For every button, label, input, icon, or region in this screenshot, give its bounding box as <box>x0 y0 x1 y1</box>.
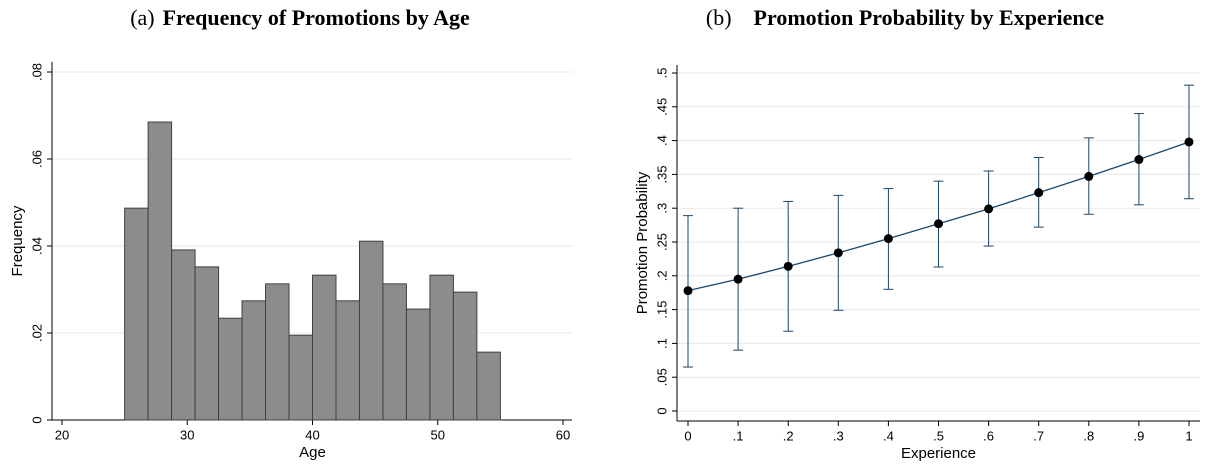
y-tick-label: .06 <box>29 150 44 168</box>
bar <box>265 283 290 421</box>
x-tick-label: .1 <box>733 428 744 443</box>
x-tick-label: 30 <box>180 427 194 442</box>
point <box>984 204 994 214</box>
bar <box>429 274 454 421</box>
bar <box>405 308 431 421</box>
bar <box>382 283 407 421</box>
bar <box>241 300 267 421</box>
y-axis-title: Promotion Probability <box>634 171 651 314</box>
panel-title: (b) Promotion Probability by Experience <box>706 5 1104 30</box>
bar <box>147 121 173 421</box>
x-tick-label: .9 <box>1133 428 1144 443</box>
point <box>683 286 693 296</box>
y-tick-label: .35 <box>654 165 669 183</box>
y-tick-label: .15 <box>654 301 669 319</box>
y-tick-label: .3 <box>654 203 669 214</box>
bar <box>476 351 501 421</box>
point <box>1034 188 1044 198</box>
x-tick-label: 20 <box>55 427 69 442</box>
y-axis-title: Frequency <box>9 205 26 276</box>
y-tick-label: .04 <box>29 237 44 255</box>
bar <box>171 249 196 421</box>
x-axis-title: Experience <box>901 445 976 462</box>
bar <box>452 291 478 421</box>
x-tick-label: 0 <box>684 428 691 443</box>
y-tick-label: .05 <box>654 368 669 386</box>
point <box>1134 155 1144 165</box>
y-tick-label: .5 <box>654 68 669 79</box>
x-tick-label: .6 <box>983 428 994 443</box>
bar <box>124 207 149 421</box>
x-tick-label: .8 <box>1083 428 1094 443</box>
y-tick-label: .4 <box>654 135 669 146</box>
panel-label: (b) <box>706 5 732 30</box>
y-tick-label: .1 <box>654 338 669 349</box>
point <box>1184 137 1194 147</box>
point <box>1084 171 1094 181</box>
bar <box>358 240 384 421</box>
x-tick-label: 60 <box>556 427 570 442</box>
bar <box>194 266 220 421</box>
y-tick-label: 0 <box>654 407 669 414</box>
x-tick-label: 50 <box>431 427 445 442</box>
title-text: Frequency of Promotions by Age <box>163 5 470 30</box>
y-tick-label: 0 <box>29 416 44 423</box>
y-tick-label: .45 <box>654 98 669 116</box>
x-tick-label: .2 <box>783 428 794 443</box>
panel-title: (a) Frequency of Promotions by Age <box>130 5 470 30</box>
point <box>733 274 743 284</box>
bar <box>335 300 360 421</box>
x-tick-label: .3 <box>833 428 844 443</box>
x-tick-label: .4 <box>883 428 894 443</box>
x-axis-title: Age <box>299 444 326 461</box>
title-text: Promotion Probability by Experience <box>754 5 1105 30</box>
bar <box>218 317 243 421</box>
x-tick-label: 40 <box>305 427 319 442</box>
x-tick-label: 1 <box>1185 428 1192 443</box>
y-tick-label: .2 <box>654 270 669 281</box>
point <box>934 219 943 229</box>
y-tick-label: .25 <box>654 233 669 251</box>
bar <box>288 334 313 421</box>
panel-label: (a) <box>130 5 154 30</box>
y-tick-label: .02 <box>29 324 44 342</box>
bar <box>312 274 337 421</box>
point <box>833 248 843 258</box>
x-tick-label: .5 <box>933 428 944 443</box>
point <box>783 261 793 271</box>
x-tick-label: .7 <box>1033 428 1044 443</box>
point <box>883 234 893 244</box>
y-tick-label: .08 <box>29 63 44 81</box>
